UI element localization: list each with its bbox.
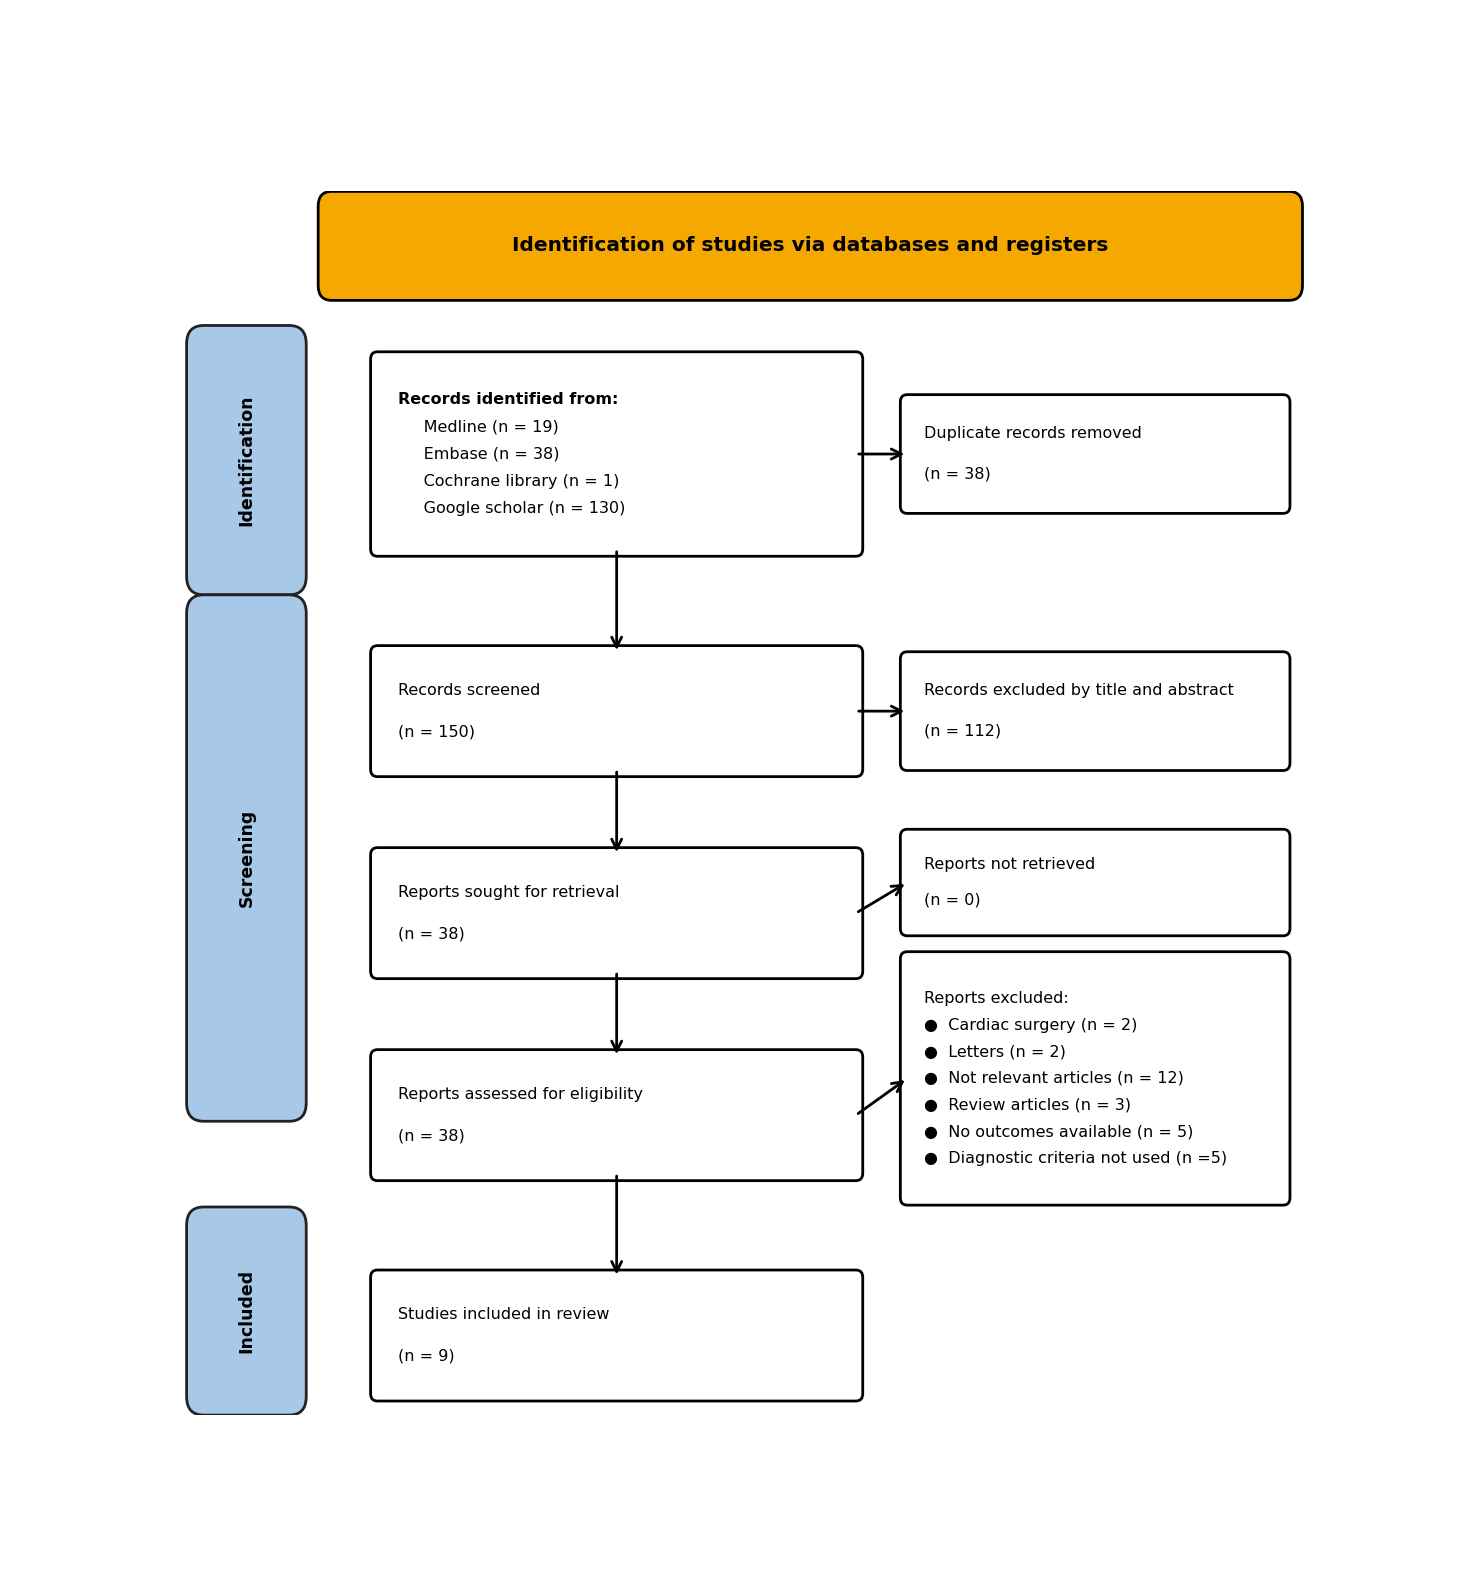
Text: (n = 38): (n = 38) [398,927,465,941]
Text: Identification: Identification [238,394,256,526]
Text: Embase (n = 38): Embase (n = 38) [398,447,560,461]
FancyBboxPatch shape [187,595,306,1121]
Text: Reports not retrieved: Reports not retrieved [925,857,1095,873]
FancyBboxPatch shape [318,191,1302,301]
FancyBboxPatch shape [900,394,1291,514]
FancyBboxPatch shape [370,1049,863,1181]
Text: ●  Letters (n = 2): ● Letters (n = 2) [925,1045,1066,1059]
Text: (n = 38): (n = 38) [925,467,991,482]
Text: (n = 0): (n = 0) [925,894,980,908]
Text: Reports assessed for eligibility: Reports assessed for eligibility [398,1086,642,1102]
Text: Medline (n = 19): Medline (n = 19) [398,420,559,434]
Text: (n = 112): (n = 112) [925,723,1001,739]
FancyBboxPatch shape [370,1270,863,1401]
Text: Screening: Screening [238,809,256,908]
Text: ●  Review articles (n = 3): ● Review articles (n = 3) [925,1097,1132,1113]
Text: Studies included in review: Studies included in review [398,1307,610,1321]
FancyBboxPatch shape [900,952,1291,1205]
FancyBboxPatch shape [370,646,863,776]
Text: (n = 9): (n = 9) [398,1348,454,1364]
Text: Reports excluded:: Reports excluded: [925,991,1069,1006]
Text: Reports sought for retrieval: Reports sought for retrieval [398,884,619,900]
Text: Cochrane library (n = 1): Cochrane library (n = 1) [398,474,619,488]
Text: ●  Cardiac surgery (n = 2): ● Cardiac surgery (n = 2) [925,1018,1138,1034]
Text: Records identified from:: Records identified from: [398,391,619,407]
Text: Included: Included [238,1269,256,1353]
Text: ●  Not relevant articles (n = 12): ● Not relevant articles (n = 12) [925,1072,1185,1086]
FancyBboxPatch shape [187,326,306,595]
FancyBboxPatch shape [370,351,863,556]
Text: Identification of studies via databases and registers: Identification of studies via databases … [512,237,1108,256]
Text: Google scholar (n = 130): Google scholar (n = 130) [398,501,625,517]
FancyBboxPatch shape [370,847,863,978]
Text: Records screened: Records screened [398,682,541,698]
Text: Records excluded by title and abstract: Records excluded by title and abstract [925,684,1235,698]
FancyBboxPatch shape [900,830,1291,937]
Text: (n = 38): (n = 38) [398,1129,465,1143]
Text: (n = 150): (n = 150) [398,725,475,739]
FancyBboxPatch shape [900,652,1291,771]
Text: ●  Diagnostic criteria not used (n =5): ● Diagnostic criteria not used (n =5) [925,1151,1227,1165]
Text: ●  No outcomes available (n = 5): ● No outcomes available (n = 5) [925,1124,1194,1138]
FancyBboxPatch shape [187,1207,306,1415]
Text: Duplicate records removed: Duplicate records removed [925,426,1142,442]
